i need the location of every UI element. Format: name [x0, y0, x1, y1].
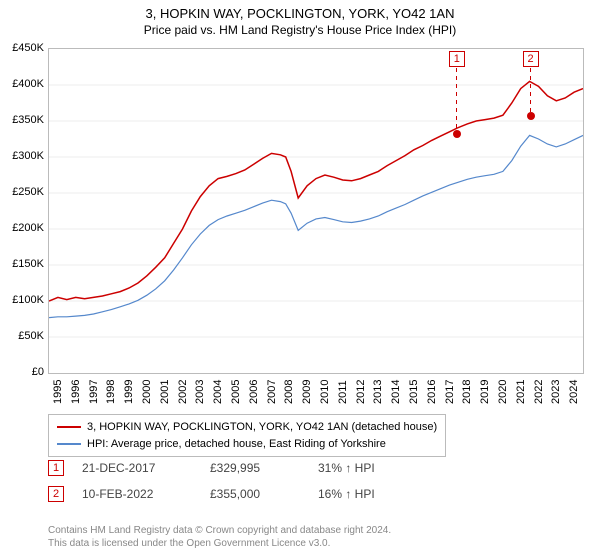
marker-dot	[527, 112, 535, 120]
marker-line	[530, 68, 531, 116]
xtick-label: 2021	[515, 380, 527, 404]
sale-date: 21-DEC-2017	[82, 461, 192, 475]
xtick-label: 2003	[194, 380, 206, 404]
xtick-label: 2004	[212, 380, 224, 404]
xtick-label: 2017	[444, 380, 456, 404]
sale-row: 1 21-DEC-2017 £329,995 31% ↑ HPI	[48, 460, 375, 476]
chart-title: 3, HOPKIN WAY, POCKLINGTON, YORK, YO42 1…	[0, 0, 600, 23]
ytick-label: £400K	[4, 78, 44, 90]
ytick-label: £100K	[4, 294, 44, 306]
chart-container: 3, HOPKIN WAY, POCKLINGTON, YORK, YO42 1…	[0, 0, 600, 560]
ytick-label: £450K	[4, 42, 44, 54]
xtick-label: 1999	[123, 380, 135, 404]
legend-swatch	[57, 426, 81, 428]
xtick-label: 2009	[301, 380, 313, 404]
xtick-label: 2023	[550, 380, 562, 404]
xtick-label: 2000	[141, 380, 153, 404]
series-line	[49, 135, 583, 317]
legend-row: HPI: Average price, detached house, East…	[57, 436, 437, 453]
sale-price: £329,995	[210, 461, 300, 475]
xtick-label: 1995	[52, 380, 64, 404]
legend-swatch	[57, 443, 81, 445]
ytick-label: £200K	[4, 222, 44, 234]
xtick-label: 2002	[177, 380, 189, 404]
xtick-label: 2010	[319, 380, 331, 404]
sale-price: £355,000	[210, 487, 300, 501]
xtick-label: 2012	[355, 380, 367, 404]
legend-row: 3, HOPKIN WAY, POCKLINGTON, YORK, YO42 1…	[57, 419, 437, 436]
xtick-label: 2013	[372, 380, 384, 404]
xtick-label: 2022	[533, 380, 545, 404]
xtick-label: 2001	[159, 380, 171, 404]
marker-label: 2	[523, 51, 539, 67]
xtick-label: 2018	[461, 380, 473, 404]
xtick-label: 2024	[568, 380, 580, 404]
sale-vs-hpi: 16% ↑ HPI	[318, 487, 375, 501]
ytick-label: £300K	[4, 150, 44, 162]
xtick-label: 2015	[408, 380, 420, 404]
xtick-label: 2007	[266, 380, 278, 404]
xtick-label: 2011	[337, 380, 349, 404]
plot-svg	[49, 49, 583, 373]
xtick-label: 2005	[230, 380, 242, 404]
xtick-label: 1998	[105, 380, 117, 404]
sale-vs-hpi: 31% ↑ HPI	[318, 461, 375, 475]
marker-label: 1	[449, 51, 465, 67]
attribution-line2: This data is licensed under the Open Gov…	[48, 537, 391, 550]
ytick-label: £150K	[4, 258, 44, 270]
attribution-line1: Contains HM Land Registry data © Crown c…	[48, 524, 391, 537]
ytick-label: £250K	[4, 186, 44, 198]
ytick-label: £350K	[4, 114, 44, 126]
xtick-label: 2014	[390, 380, 402, 404]
sale-marker-ref: 1	[48, 460, 64, 476]
xtick-label: 1997	[88, 380, 100, 404]
legend-label: 3, HOPKIN WAY, POCKLINGTON, YORK, YO42 1…	[87, 419, 437, 436]
legend-label: HPI: Average price, detached house, East…	[87, 436, 386, 453]
xtick-label: 2008	[283, 380, 295, 404]
chart-subtitle: Price paid vs. HM Land Registry's House …	[0, 23, 600, 41]
series-line	[49, 81, 583, 301]
sale-marker-ref: 2	[48, 486, 64, 502]
ytick-label: £50K	[4, 330, 44, 342]
xtick-label: 2016	[426, 380, 438, 404]
attribution: Contains HM Land Registry data © Crown c…	[48, 524, 391, 550]
xtick-label: 2020	[497, 380, 509, 404]
legend-box: 3, HOPKIN WAY, POCKLINGTON, YORK, YO42 1…	[48, 414, 446, 457]
sale-row: 2 10-FEB-2022 £355,000 16% ↑ HPI	[48, 486, 375, 502]
marker-line	[456, 68, 457, 134]
sale-date: 10-FEB-2022	[82, 487, 192, 501]
xtick-label: 1996	[70, 380, 82, 404]
ytick-label: £0	[4, 366, 44, 378]
xtick-label: 2006	[248, 380, 260, 404]
xtick-label: 2019	[479, 380, 491, 404]
plot-area	[48, 48, 584, 374]
